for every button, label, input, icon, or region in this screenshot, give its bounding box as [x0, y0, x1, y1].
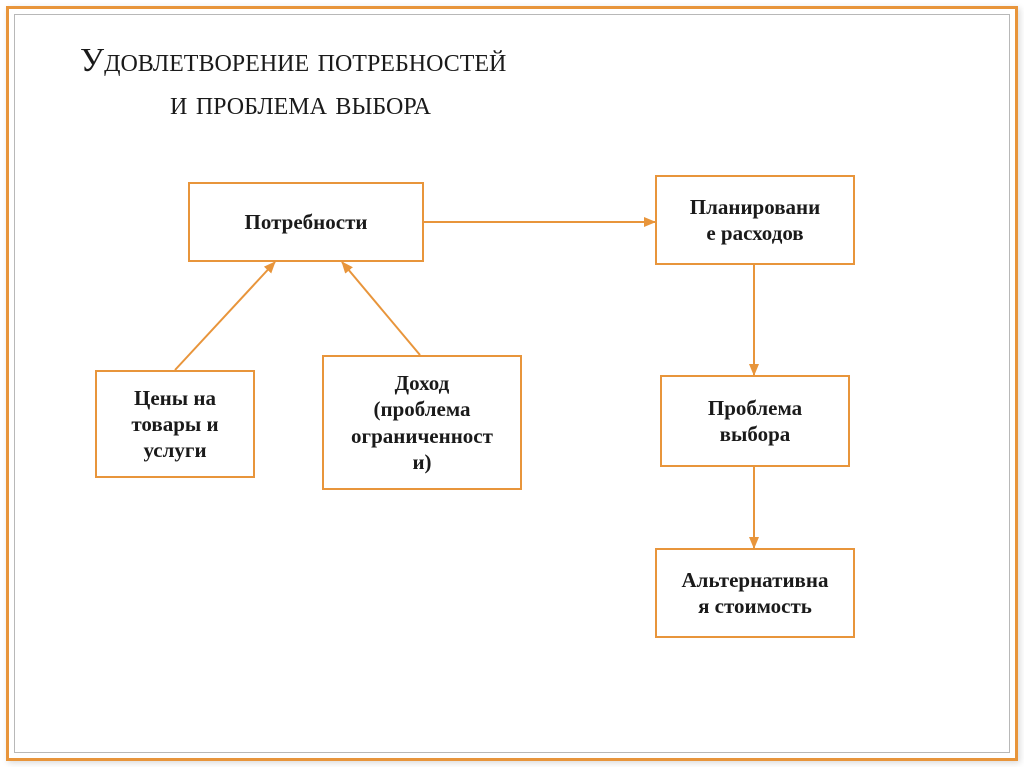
node-income: Доход (проблема ограниченност и)	[322, 355, 522, 490]
title-line-2: и проблема выбора	[80, 83, 506, 126]
node-needs: Потребности	[188, 182, 424, 262]
page-title: Удовлетворение потребностей и проблема в…	[80, 40, 506, 125]
node-planning: Планировани е расходов	[655, 175, 855, 265]
node-prices: Цены на товары и услуги	[95, 370, 255, 478]
node-choice: Проблема выбора	[660, 375, 850, 467]
node-altcost: Альтернативна я стоимость	[655, 548, 855, 638]
title-line-1: Удовлетворение потребностей	[80, 40, 506, 83]
